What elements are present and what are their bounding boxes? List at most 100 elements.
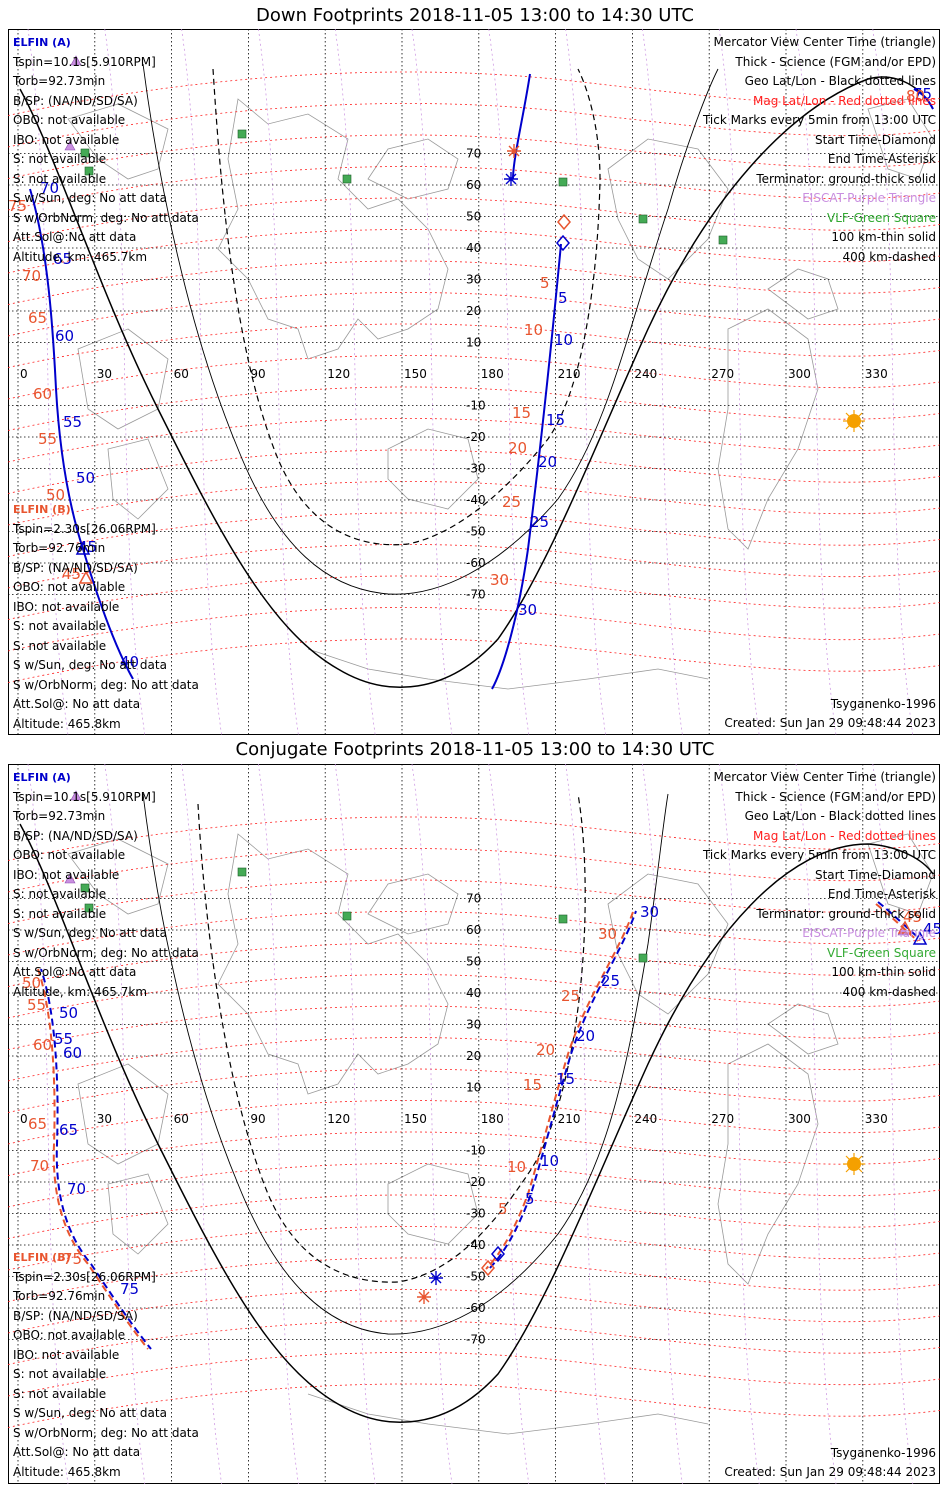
lon-tick-label: 300 <box>788 1112 811 1126</box>
mag-lon-line <box>565 764 606 1484</box>
elfin-a-center-triangle <box>75 541 91 555</box>
elfin-a-minute-label: 30 <box>640 903 659 921</box>
legend-100km: 100 km-thin solid <box>831 230 936 244</box>
vlf-station-marker <box>342 174 352 184</box>
mag-lat-line <box>8 71 940 116</box>
legend-geo-grid: Geo Lat/Lon - Black dotted lines <box>744 74 936 88</box>
legend-thick-science: Thick - Science (FGM and/or EPD) <box>735 789 936 804</box>
lon-tick-label: 120 <box>327 1112 350 1126</box>
panel2-minute-ticks: 5101520253045505560657075510152025304550… <box>22 903 940 1298</box>
elfin-b-minute-label: 60 <box>33 1036 52 1054</box>
lat-tick-label: 30 <box>466 1018 481 1032</box>
sat-a-s1: S: not available <box>13 152 107 166</box>
panel2-vlf-stations <box>80 867 648 963</box>
mag-lat-line <box>8 1194 940 1239</box>
mag-lat-line <box>8 418 940 463</box>
elfin-b-minute-label: 70 <box>22 267 41 285</box>
mag-lat-line <box>8 166 940 211</box>
legend-geo-grid: Geo Lat/Lon - Black dotted lines <box>744 809 936 823</box>
legend-tick-marks: Tick Marks every 5min from 13:00 UTC <box>702 113 936 127</box>
panel1-model-label: Tsyganenko-1996 <box>830 697 936 711</box>
elfin-b-minute-label: 20 <box>536 1041 555 1059</box>
elfin-a-minute-label: 30 <box>518 601 537 619</box>
elfin-b-minute-label: 45 <box>62 565 81 583</box>
lon-tick-label: 90 <box>250 1112 265 1126</box>
lon-tick-label: 150 <box>404 1112 427 1126</box>
panel1-markers <box>75 144 571 584</box>
lat-tick-label: 20 <box>466 304 481 318</box>
lat-tick-label: 60 <box>466 178 481 192</box>
mag-lat-line <box>8 1383 940 1428</box>
panel2-sun <box>843 1153 865 1175</box>
sat-a-att: Att.Sol@:No att data <box>13 230 137 244</box>
legend-100km: 100 km-thin solid <box>831 965 936 979</box>
mag-lon-line <box>258 764 299 1484</box>
elfin-b-minute-label: 5 <box>540 274 550 292</box>
sat-b-sw-sun: S w/Sun, deg: No att data <box>13 1406 167 1420</box>
elfin-b-minute-label: 25 <box>502 493 521 511</box>
panel1-map[interactable]: 70 60 50 40 30 20 10 -10 -20 -30 -40 -50 -60 -70 0 30 60… <box>8 29 940 735</box>
mag-lon-line <box>258 29 299 735</box>
sat-a-obo: OBO: not available <box>13 848 126 862</box>
panel1-minute-ticks: 5 10 15 20 25 30 40 45 50 55 60 65 70 75 5 10 15 20 25 30 45… <box>8 85 932 671</box>
elfin-a-minute-label: 75 <box>120 1280 139 1298</box>
sat-b-alt: Altitude: 465.8km <box>13 716 121 731</box>
sat-b-obo: OBO: not available <box>13 580 126 594</box>
lat-tick-label: 10 <box>466 1081 481 1095</box>
sat-b-alt: Altitude: 465.8km <box>13 1464 121 1479</box>
lat-tick-label: -30 <box>466 1207 486 1221</box>
mag-lat-line <box>8 942 940 987</box>
elfin-a-minute-label: 40 <box>120 653 139 671</box>
eiscat-triangle <box>64 140 76 151</box>
sat-a-tspin: Tspin=10.1s[5.910RPM] <box>13 789 156 804</box>
mag-lat-line <box>8 323 940 368</box>
vlf-station-marker <box>237 867 247 877</box>
sat-a-torb: Torb=92.73min <box>13 809 106 823</box>
sat-b-torb: Torb=92.76min <box>13 1289 106 1303</box>
elfin-a-minute-label: 60 <box>63 1044 82 1062</box>
lat-tick-label: -20 <box>466 1175 486 1189</box>
elfin-a-minute-label: 70 <box>67 1180 86 1198</box>
elfin-b-minute-label: 55 <box>27 996 46 1014</box>
panel2-elfin-tracks <box>37 901 921 1350</box>
elfin-b-minute-label: 80 <box>906 87 925 105</box>
mag-lon-line <box>718 764 760 1484</box>
elfin-a-minute-label: 50 <box>76 469 95 487</box>
sat-a-sw-sun: S w/Sun, deg: No att data <box>13 926 167 940</box>
legend-tick-marks: Tick Marks every 5min from 13:00 UTC <box>702 848 936 862</box>
legend-start-time: Start Time-Diamond <box>814 867 936 882</box>
vlf-station-marker <box>638 214 648 224</box>
mag-lat-line <box>8 848 940 893</box>
panel2-terminator <box>19 793 934 1423</box>
mag-lat-line <box>8 103 940 148</box>
sat-a-name: ELFIN (A) <box>13 771 71 784</box>
elfin-b-minute-label: 15 <box>512 404 531 422</box>
mag-lat-line <box>8 1100 940 1145</box>
legend-mag-grid: Mag Lat/Lon - Red dotted lines <box>752 93 936 108</box>
elfin-a-minute-label: 60 <box>55 327 74 345</box>
lon-tick-label: 30 <box>97 367 112 381</box>
elfin-a-minute-label: 50 <box>59 1004 78 1022</box>
lon-tick-label: 180 <box>481 367 504 381</box>
elfin-b-minute-label: 65 <box>28 1115 47 1133</box>
mag-lat-line <box>8 1163 940 1208</box>
panel2-sat-a-block: ELFIN (A) Tspin=10.1s[5.910RPM] Torb=92.… <box>13 768 199 1002</box>
sat-b-sw-sun: S w/Sun, deg: No att data <box>13 658 167 672</box>
eiscat-triangle <box>70 790 82 801</box>
vlf-station-marker <box>84 166 94 176</box>
mag-lat-line <box>8 638 940 683</box>
sat-b-bsp: B/SP: (NA/ND/SD/SA) <box>13 1308 138 1323</box>
elfin-a-minute-label: 65 <box>53 250 72 268</box>
lon-tick-label: 60 <box>174 1112 189 1126</box>
lon-tick-label: 0 <box>20 1112 28 1126</box>
elfin-a-minute-label: 45 <box>923 920 940 938</box>
mag-lat-line <box>8 1289 940 1334</box>
elfin-a-minute-label: 20 <box>576 1027 595 1045</box>
lat-tick-label: -70 <box>466 1333 486 1347</box>
legend-vlf: VLF-Green Square <box>827 210 936 225</box>
sat-a-ibo: IBO: not available <box>13 867 120 882</box>
lon-tick-label: 120 <box>327 367 350 381</box>
vlf-station-marker <box>638 953 648 963</box>
panel1-grid: 70 60 50 40 30 20 10 -10 -20 -30 -40 -50 -60 -70 0 30 60… <box>8 29 940 735</box>
